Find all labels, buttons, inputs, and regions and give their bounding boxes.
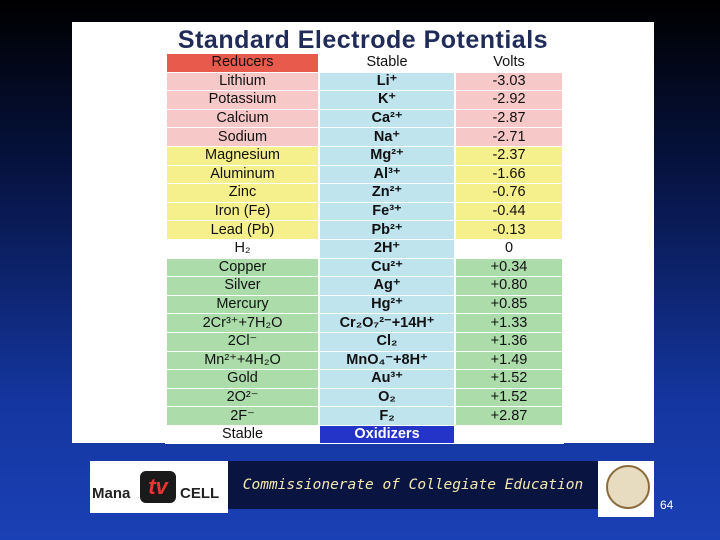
table-row: Iron (Fe) Fe³⁺ -0.44 bbox=[167, 202, 562, 221]
table-cell: -0.44 bbox=[456, 202, 562, 221]
table-cell: Fe³⁺ bbox=[320, 202, 454, 221]
table-cell: Aluminum bbox=[167, 165, 318, 184]
table-cell: Au³⁺ bbox=[320, 370, 454, 388]
table-cell: Potassium bbox=[167, 91, 318, 109]
content-panel: Standard Electrode Potentials Reducers St… bbox=[72, 22, 654, 445]
table-cell: -3.03 bbox=[456, 72, 562, 91]
logo: Mana tv CELL bbox=[90, 461, 228, 513]
table-cell: Pb²⁺ bbox=[320, 221, 454, 239]
table-row: H₂ 2H⁺ 0 bbox=[167, 239, 562, 258]
table-cell: -0.76 bbox=[456, 184, 562, 202]
table-cell: Copper bbox=[167, 258, 318, 277]
table-cell: O₂ bbox=[320, 388, 454, 407]
table-cell: +2.87 bbox=[456, 407, 562, 425]
table-cell: 2F⁻ bbox=[167, 407, 318, 425]
table-row: Magnesium Mg²⁺ -2.37 bbox=[167, 146, 562, 165]
table-row: Gold Au³⁺ +1.52 bbox=[167, 370, 562, 388]
table-cell: Silver bbox=[167, 277, 318, 295]
table-row: Stable Oxidizers bbox=[167, 425, 562, 444]
table-row: Calcium Ca²⁺ -2.87 bbox=[167, 109, 562, 128]
table-cell: +0.85 bbox=[456, 295, 562, 314]
table-row: Silver Ag⁺ +0.80 bbox=[167, 277, 562, 295]
table-cell: Gold bbox=[167, 370, 318, 388]
table-cell bbox=[456, 425, 562, 444]
table-cell: +1.49 bbox=[456, 351, 562, 370]
table-cell: Ca²⁺ bbox=[320, 109, 454, 128]
table-cell: +1.52 bbox=[456, 370, 562, 388]
banner: Commissionerate of Collegiate Education bbox=[228, 461, 598, 509]
table-cell: Mn²⁺+4H₂O bbox=[167, 351, 318, 370]
table-row: Potassium K⁺ -2.92 bbox=[167, 91, 562, 109]
table-cell: Oxidizers bbox=[320, 425, 454, 444]
table-cell: K⁺ bbox=[320, 91, 454, 109]
table-cell: Lithium bbox=[167, 72, 318, 91]
table-row: Reducers Stable Volts bbox=[167, 54, 562, 72]
table-row: 2O²⁻ O₂ +1.52 bbox=[167, 388, 562, 407]
table-cell: -2.37 bbox=[456, 146, 562, 165]
emblem-seal bbox=[606, 465, 650, 509]
table-cell: Hg²⁺ bbox=[320, 295, 454, 314]
table-row: Aluminum Al³⁺ -1.66 bbox=[167, 165, 562, 184]
table-row: Mn²⁺+4H₂O MnO₄⁻+8H⁺ +1.49 bbox=[167, 351, 562, 370]
table-cell: Al³⁺ bbox=[320, 165, 454, 184]
table-cell: -2.92 bbox=[456, 91, 562, 109]
table-cell: Ag⁺ bbox=[320, 277, 454, 295]
logo-tv: tv bbox=[140, 471, 176, 503]
table-cell: Zinc bbox=[167, 184, 318, 202]
table-cell: Li⁺ bbox=[320, 72, 454, 91]
table-cell: Mg²⁺ bbox=[320, 146, 454, 165]
table-cell: Stable bbox=[167, 425, 318, 444]
table-cell: +1.36 bbox=[456, 332, 562, 351]
table-cell: Magnesium bbox=[167, 146, 318, 165]
table-cell: -0.13 bbox=[456, 221, 562, 239]
logo-text: CELL bbox=[180, 485, 220, 502]
table-cell: -2.71 bbox=[456, 128, 562, 146]
table-cell: 2H⁺ bbox=[320, 239, 454, 258]
table-cell: H₂ bbox=[167, 239, 318, 258]
table-row: Lithium Li⁺ -3.03 bbox=[167, 72, 562, 91]
table-cell: 2O²⁻ bbox=[167, 388, 318, 407]
table-cell: Volts bbox=[456, 54, 562, 72]
table-cell: Zn²⁺ bbox=[320, 184, 454, 202]
table-row: Lead (Pb) Pb²⁺ -0.13 bbox=[167, 221, 562, 239]
table-cell: Iron (Fe) bbox=[167, 202, 318, 221]
table-row: Mercury Hg²⁺ +0.85 bbox=[167, 295, 562, 314]
table-cell: Cl₂ bbox=[320, 332, 454, 351]
table-cell: MnO₄⁻+8H⁺ bbox=[320, 351, 454, 370]
table-row: Zinc Zn²⁺ -0.76 bbox=[167, 184, 562, 202]
potentials-table: Reducers Stable Volts Lithium Li⁺ -3.03 Potass… bbox=[165, 53, 564, 445]
table-cell: +0.80 bbox=[456, 277, 562, 295]
page-number: 64 bbox=[660, 498, 674, 512]
emblem bbox=[598, 461, 654, 517]
table-row: Copper Cu²⁺ +0.34 bbox=[167, 258, 562, 277]
table-cell: +1.52 bbox=[456, 388, 562, 407]
slide-title: Standard Electrode Potentials bbox=[177, 26, 549, 54]
table-row: 2Cr³⁺+7H₂O Cr₂O₇²⁻+14H⁺ +1.33 bbox=[167, 314, 562, 332]
logo-text: Mana bbox=[92, 485, 131, 502]
table-cell: Cr₂O₇²⁻+14H⁺ bbox=[320, 314, 454, 332]
table-cell: Mercury bbox=[167, 295, 318, 314]
table-row: 2F⁻ F₂ +2.87 bbox=[167, 407, 562, 425]
table-cell: Sodium bbox=[167, 128, 318, 146]
table-cell: Calcium bbox=[167, 109, 318, 128]
table-cell: +1.33 bbox=[456, 314, 562, 332]
table-cell: F₂ bbox=[320, 407, 454, 425]
table-cell: Lead (Pb) bbox=[167, 221, 318, 239]
table-cell: Stable bbox=[320, 54, 454, 72]
table-cell: 2Cl⁻ bbox=[167, 332, 318, 351]
table-cell: 0 bbox=[456, 239, 562, 258]
table-row: 2Cl⁻ Cl₂ +1.36 bbox=[167, 332, 562, 351]
table-cell: -2.87 bbox=[456, 109, 562, 128]
table-cell: Na⁺ bbox=[320, 128, 454, 146]
table-cell: +0.34 bbox=[456, 258, 562, 277]
table-cell: -1.66 bbox=[456, 165, 562, 184]
table-row: Sodium Na⁺ -2.71 bbox=[167, 128, 562, 146]
table-cell: 2Cr³⁺+7H₂O bbox=[167, 314, 318, 332]
table-cell: Cu²⁺ bbox=[320, 258, 454, 277]
table-cell: Reducers bbox=[167, 54, 318, 72]
